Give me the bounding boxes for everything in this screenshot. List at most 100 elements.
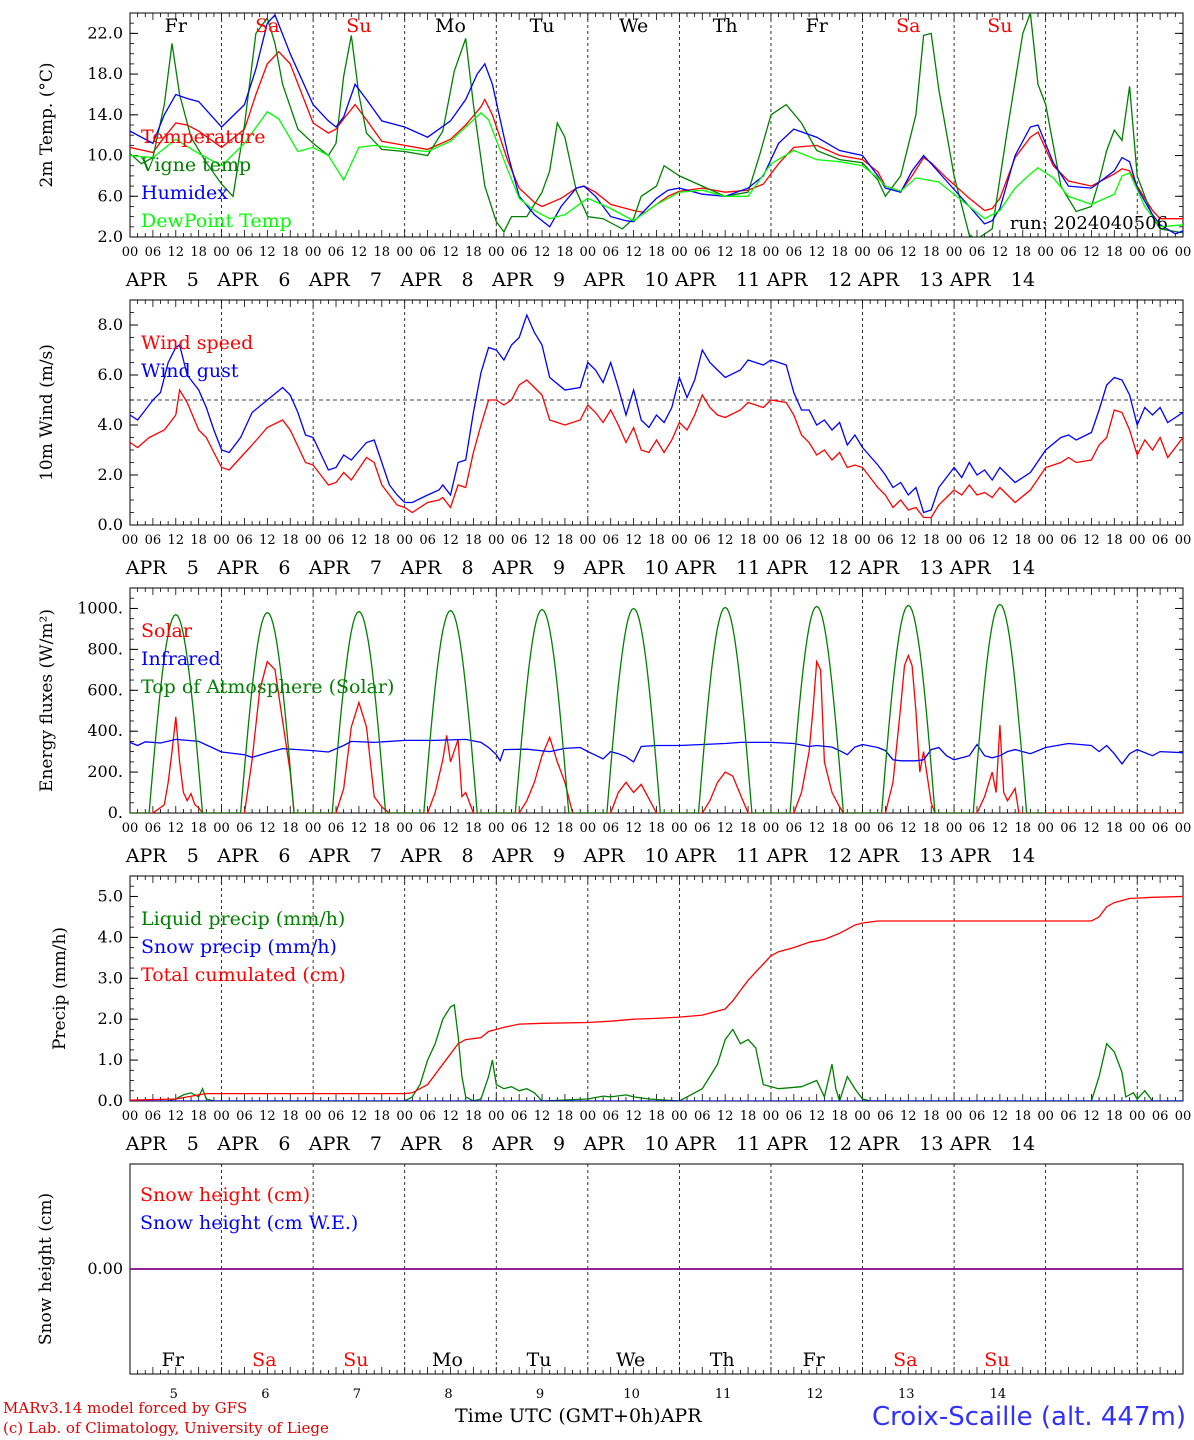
weekday-label-bottom: Sa xyxy=(893,1349,917,1371)
hour-label: 00 xyxy=(1129,533,1146,548)
weekday-label-top: We xyxy=(619,15,648,37)
date-label-month: APR xyxy=(857,1133,900,1155)
y-tick-label: 8.0 xyxy=(98,315,123,334)
hour-label: 12 xyxy=(259,821,276,836)
hour-label: 06 xyxy=(786,245,803,260)
hour-label: 06 xyxy=(328,1109,345,1124)
hour-label: 06 xyxy=(1152,821,1169,836)
date-label-month: APR xyxy=(125,845,168,867)
series-dewpoint-temp xyxy=(130,110,1183,228)
date-label-day: 14 xyxy=(1011,1133,1035,1155)
date-label-month: APR xyxy=(399,1133,442,1155)
hour-label: 00 xyxy=(488,533,505,548)
series-solar xyxy=(130,653,1183,813)
hour-label: 12 xyxy=(808,245,825,260)
hour-label: 06 xyxy=(1152,533,1169,548)
y-tick-label: 6.0 xyxy=(98,365,123,384)
hour-label: 12 xyxy=(534,1109,551,1124)
hour-label: 06 xyxy=(419,821,436,836)
time-axis-label: Time UTC (GMT+0h)APR xyxy=(455,1405,702,1427)
hour-label: 18 xyxy=(831,1109,848,1124)
hour-label: 06 xyxy=(511,1109,528,1124)
date-label-day: 6 xyxy=(278,557,290,579)
date-label-month: APR xyxy=(949,1133,992,1155)
y-tick-label: 800. xyxy=(87,639,123,658)
hour-label: 00 xyxy=(580,533,597,548)
hour-label: 06 xyxy=(969,245,986,260)
date-label-day: 7 xyxy=(370,1133,382,1155)
day-number: 10 xyxy=(623,1387,640,1402)
hour-label: 00 xyxy=(396,821,413,836)
hour-label: 06 xyxy=(145,245,162,260)
hour-label: 18 xyxy=(1106,533,1123,548)
date-label-month: APR xyxy=(857,269,900,291)
weekday-label-bottom: Sa xyxy=(252,1349,276,1371)
y-tick-label: 10.0 xyxy=(87,146,123,165)
y-tick-label: 18.0 xyxy=(87,64,123,83)
legend-entry: Total cumulated (cm) xyxy=(141,964,346,986)
date-label-month: APR xyxy=(216,269,259,291)
hour-label: 00 xyxy=(396,533,413,548)
y-tick-label: 0.00 xyxy=(87,1259,123,1278)
date-label-day: 7 xyxy=(370,845,382,867)
hour-label: 06 xyxy=(602,533,619,548)
date-label-day: 7 xyxy=(370,557,382,579)
day-number: 6 xyxy=(261,1387,269,1402)
y-tick-label: 2.0 xyxy=(98,465,123,484)
panel-2 xyxy=(129,299,1184,526)
hour-label: 18 xyxy=(465,821,482,836)
date-label-month: APR xyxy=(674,845,717,867)
hour-label: 12 xyxy=(168,821,185,836)
date-label-month: APR xyxy=(125,557,168,579)
day-number: 8 xyxy=(444,1387,452,1402)
hour-label: 00 xyxy=(580,821,597,836)
hour-label: 06 xyxy=(236,245,253,260)
hour-label: 18 xyxy=(923,245,940,260)
hour-label: 00 xyxy=(1129,821,1146,836)
legend-entry: Solar xyxy=(141,620,193,642)
hour-label: 06 xyxy=(145,1109,162,1124)
series-vigne-temp xyxy=(130,13,1183,237)
hour-label: 18 xyxy=(648,821,665,836)
hour-label: 06 xyxy=(877,533,894,548)
series-wind-speed xyxy=(130,379,1183,519)
date-label-day: 9 xyxy=(553,1133,565,1155)
y-tick-label: 14.0 xyxy=(87,105,123,124)
hour-label: 12 xyxy=(992,533,1009,548)
hour-label: 06 xyxy=(786,1109,803,1124)
weekday-label-bottom: Tu xyxy=(527,1349,552,1371)
hour-label: 18 xyxy=(374,821,391,836)
series-humidex xyxy=(130,13,1183,235)
date-label-month: APR xyxy=(766,269,809,291)
hour-label: 12 xyxy=(442,1109,459,1124)
hour-label: 06 xyxy=(236,533,253,548)
hour-label: 18 xyxy=(1106,1109,1123,1124)
hour-label: 18 xyxy=(374,245,391,260)
y-tick-label: 2.0 xyxy=(98,227,123,246)
date-label-month: APR xyxy=(766,845,809,867)
hour-label: 00 xyxy=(213,1109,230,1124)
day-number: 13 xyxy=(898,1387,915,1402)
hour-label: 18 xyxy=(557,1109,574,1124)
legend-entry: Snow height (cm W.E.) xyxy=(140,1212,358,1234)
date-label-month: APR xyxy=(583,557,626,579)
date-label-month: APR xyxy=(583,845,626,867)
y-tick-label: 0.0 xyxy=(98,515,123,534)
hour-label: 12 xyxy=(717,533,734,548)
panel-frame xyxy=(129,299,1184,526)
weekday-label-bottom: Su xyxy=(343,1349,368,1371)
hour-label: 12 xyxy=(900,1109,917,1124)
legend-entry: Liquid precip (mm/h) xyxy=(141,908,345,930)
date-label-month: APR xyxy=(216,1133,259,1155)
hour-label: 00 xyxy=(1175,821,1192,836)
hour-label: 18 xyxy=(282,533,299,548)
weekday-label-bottom: Fr xyxy=(162,1349,185,1371)
date-label-month: APR xyxy=(949,269,992,291)
day-number: 7 xyxy=(353,1387,361,1402)
hour-label: 06 xyxy=(328,821,345,836)
hour-label: 00 xyxy=(854,533,871,548)
hour-label: 06 xyxy=(877,245,894,260)
weekday-label-bottom: Fr xyxy=(803,1349,826,1371)
hour-label: 12 xyxy=(900,245,917,260)
